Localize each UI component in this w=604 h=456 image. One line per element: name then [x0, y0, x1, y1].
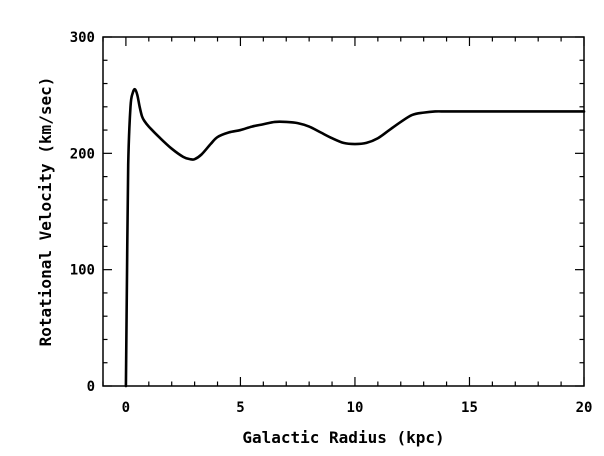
rotation-curve-line	[124, 87, 586, 388]
tick-marks	[102, 36, 585, 387]
x-axis-title: Galactic Radius (kpc)	[242, 428, 444, 447]
x-tick-label: 10	[347, 400, 364, 416]
y-tick-label: 100	[70, 263, 95, 279]
plot-frame	[102, 36, 585, 387]
x-tick-label: 5	[236, 400, 244, 416]
x-tick-label: 0	[122, 400, 130, 416]
x-tick-labels: 0 5 10 15 20	[122, 400, 593, 416]
x-tick-label: 20	[576, 400, 593, 416]
series-layer	[124, 87, 586, 388]
x-tick-label: 15	[461, 400, 478, 416]
y-axis-title: Rotational Velocity (km/sec)	[36, 77, 55, 347]
y-tick-label: 200	[70, 146, 95, 162]
y-tick-label: 300	[70, 30, 95, 46]
y-tick-labels: 0 100 200 300	[70, 30, 95, 395]
y-tick-label: 0	[87, 379, 95, 395]
